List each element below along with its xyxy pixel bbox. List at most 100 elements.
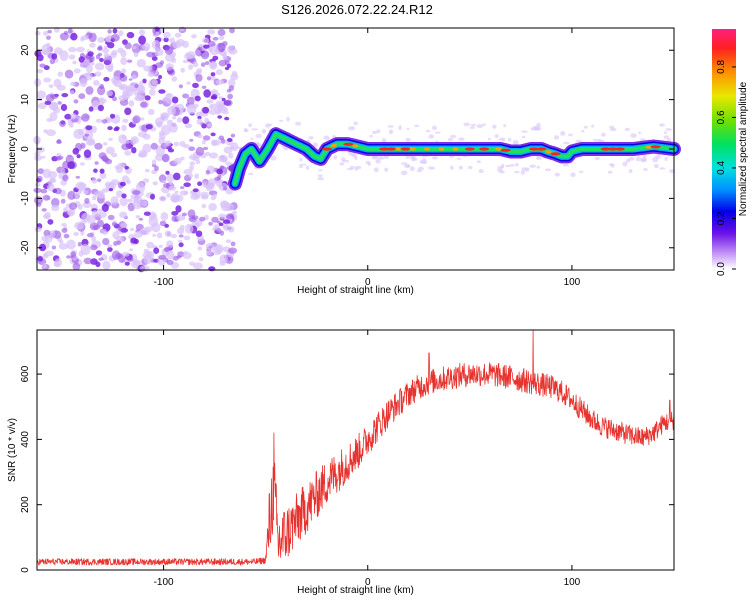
noise-speckle (38, 97, 42, 101)
noise-speckle (48, 171, 58, 179)
noise-speckle (69, 202, 78, 210)
noise-speckle (195, 230, 203, 237)
ridge-speckle (434, 131, 441, 134)
noise-speckle (205, 242, 214, 250)
ridge-speckle (419, 160, 423, 164)
noise-speckle (135, 215, 141, 219)
ridge-hotspot (343, 142, 354, 146)
noise-speckle (221, 51, 228, 58)
ridge-speckle (529, 164, 536, 168)
noise-speckle (34, 226, 42, 233)
colorbar-label: Normalized spectral amplitude (738, 81, 749, 216)
noise-speckle (49, 177, 57, 184)
noise-speckle (132, 115, 141, 124)
snr-panel: -100 0 100 0 200 400 600 Height of straight l… (7, 329, 675, 596)
snr-x-tick-label: 0 (365, 577, 371, 588)
noise-speckle (111, 49, 118, 56)
noise-speckle (87, 51, 94, 57)
ridge-speckle (406, 128, 410, 130)
snr-y-ticks: 0 200 400 600 (20, 365, 674, 573)
ridge-speckle (375, 159, 381, 164)
noise-speckle (94, 71, 102, 77)
noise-speckle (143, 211, 151, 216)
ridge-speckle (593, 139, 597, 142)
noise-speckle (189, 165, 194, 171)
noise-speckle (107, 247, 113, 252)
noise-speckle (158, 99, 163, 105)
noise-speckle (131, 45, 137, 50)
noise-speckle (126, 31, 135, 39)
noise-speckle (210, 196, 216, 201)
spec-x-tick-label: -100 (154, 277, 174, 288)
ridge-hotspot (452, 147, 459, 151)
noise-speckle (133, 51, 139, 58)
noise-speckle (127, 256, 134, 262)
noise-speckle (89, 42, 96, 48)
noise-speckle (88, 106, 94, 112)
ridge-speckle (497, 166, 504, 169)
noise-speckle (163, 37, 169, 43)
noise-speckle (183, 250, 188, 255)
noise-speckle (118, 95, 128, 101)
noise-speckle (218, 222, 224, 227)
noise-speckle (49, 111, 58, 122)
noise-speckle (103, 76, 110, 82)
colorbar-tick-label: 0.2 (716, 211, 727, 225)
ridge-speckle (339, 162, 345, 166)
noise-speckle (57, 71, 64, 77)
ridge-speckle (354, 166, 359, 171)
ridge-speckle (371, 156, 379, 160)
snr-y-tick-label: 0 (20, 567, 31, 573)
noise-speckle (98, 152, 107, 160)
noise-speckle (158, 133, 166, 140)
noise-speckle (107, 29, 112, 34)
noise-speckle (156, 232, 163, 239)
noise-speckle (142, 78, 147, 84)
noise-speckle (39, 63, 46, 68)
noise-speckle (81, 212, 91, 222)
noise-speckle (81, 113, 90, 122)
noise-speckle (118, 30, 124, 37)
noise-speckle (72, 262, 81, 271)
noise-speckle (223, 223, 231, 231)
ridge-speckle (554, 172, 560, 177)
noise-speckle (80, 230, 85, 236)
ridge-speckle (432, 156, 438, 160)
noise-speckle (217, 28, 226, 37)
ridge-speckle (570, 172, 576, 177)
ridge-speckle (544, 168, 552, 172)
ridge-speckle (348, 126, 356, 131)
noise-speckle (205, 151, 211, 157)
ridge-hotspot (650, 145, 661, 149)
ridge-speckle (308, 136, 314, 140)
ridge-speckle (456, 157, 462, 160)
noise-speckle (180, 186, 185, 190)
noise-speckle (219, 35, 225, 41)
ridge-speckle (625, 158, 631, 163)
ridge-speckle (405, 155, 410, 159)
noise-speckle (118, 226, 123, 232)
noise-speckle (207, 29, 216, 35)
noise-speckle (164, 140, 172, 147)
noise-speckle (82, 201, 92, 209)
noise-speckle (34, 196, 43, 205)
noise-speckle (108, 137, 113, 141)
noise-speckle (100, 228, 107, 235)
noise-speckle (218, 96, 224, 100)
noise-speckle (85, 86, 94, 95)
noise-speckle (98, 45, 103, 51)
noise-speckle (78, 250, 84, 257)
noise-speckle (80, 142, 86, 149)
noise-speckle (138, 29, 146, 36)
noise-speckle (182, 93, 190, 99)
noise-speckle (139, 265, 150, 272)
ridge-speckle (373, 167, 379, 173)
noise-speckle (191, 34, 197, 39)
noise-speckle (158, 254, 167, 260)
noise-speckle (159, 220, 167, 227)
ridge-speckle (499, 170, 505, 174)
noise-speckle (94, 62, 105, 71)
spec-y-tick-label: -20 (20, 240, 31, 255)
ridge-speckle (521, 135, 526, 139)
noise-speckle (97, 104, 104, 112)
